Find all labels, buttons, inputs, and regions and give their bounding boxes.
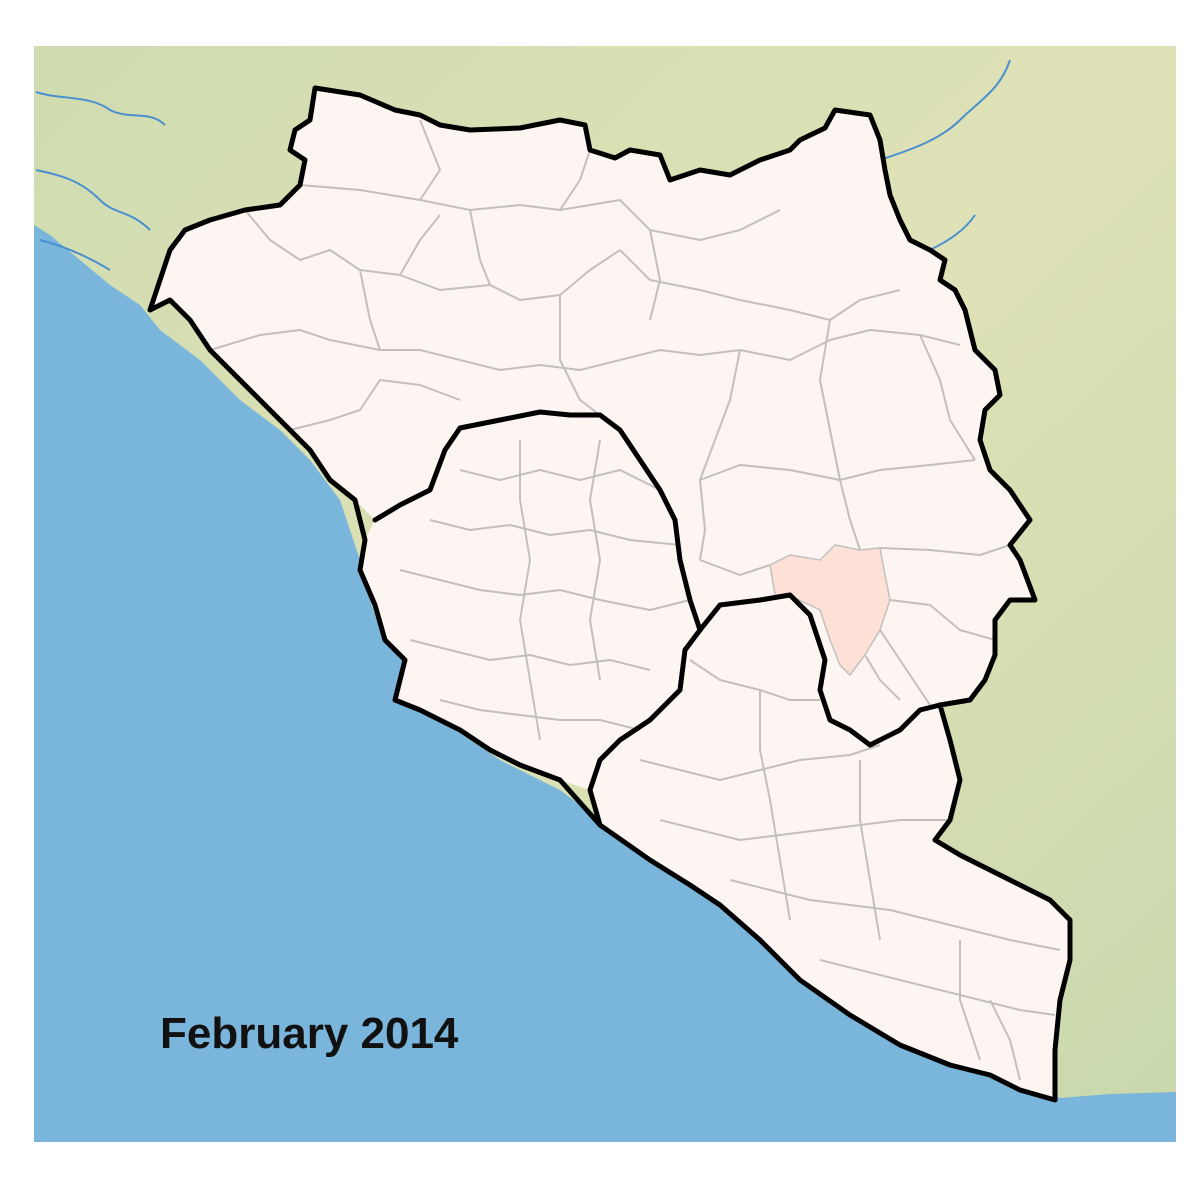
border-guinea-liberia <box>697 592 943 748</box>
border-guinea-sierra-leone <box>372 409 703 633</box>
district-borders <box>209 119 1061 1081</box>
liberia-region[interactable] <box>590 595 1070 1100</box>
date-label: February 2014 <box>160 1009 459 1058</box>
rivers <box>35 59 1011 271</box>
sierra-leone-region[interactable] <box>360 412 700 790</box>
map-canvas[interactable]: February 2014 <box>34 46 1176 1142</box>
outer-border <box>147 85 1073 1103</box>
country-borders <box>147 85 1073 1103</box>
map-frame: February 2014 <box>34 46 1176 1142</box>
border-sierra-leone-liberia <box>587 627 703 828</box>
